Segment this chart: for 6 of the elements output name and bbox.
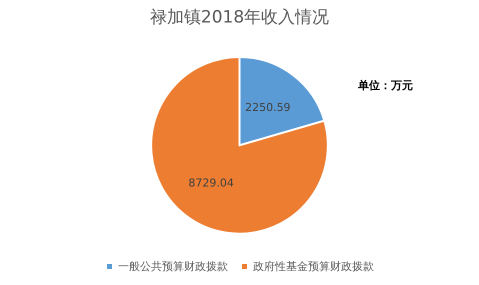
text: 单位：万元 bbox=[357, 79, 413, 92]
data-label: 2250.59 bbox=[245, 101, 291, 114]
legend-label: 一般公共预算财政拨款 bbox=[118, 260, 228, 273]
data-label: 8729.04 bbox=[188, 176, 234, 190]
legend-label: 政府性基金预算财政拨款 bbox=[253, 260, 374, 273]
chart-title: 禄加镇2018年收入情况 bbox=[150, 8, 330, 28]
